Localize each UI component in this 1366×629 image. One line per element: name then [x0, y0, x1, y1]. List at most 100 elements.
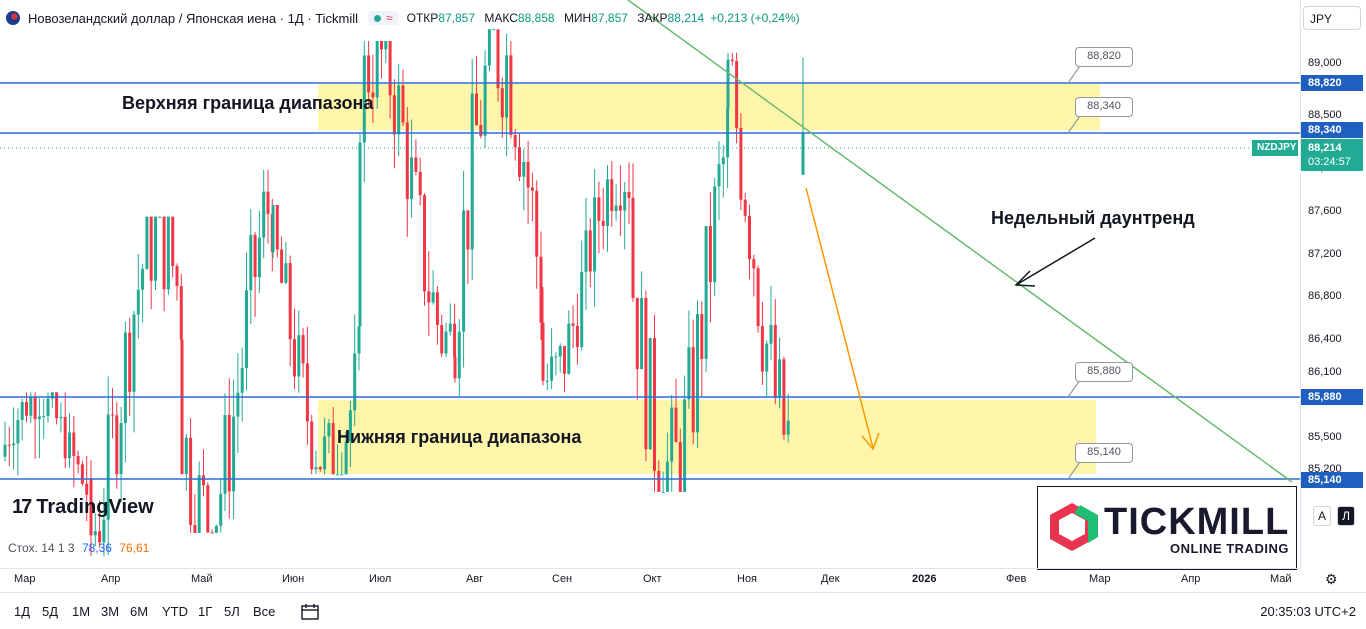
candle-body — [275, 204, 279, 250]
time-tick: Июн — [282, 573, 305, 585]
timeframe-6m[interactable]: 6М — [130, 604, 149, 619]
time-axis[interactable]: Мар Апр Май Июн Июл Авг Сен Окт Ноя Дек … — [0, 568, 1300, 588]
settings-gear-icon[interactable]: ⚙ — [1325, 571, 1338, 587]
candle-body — [500, 88, 504, 118]
candle-body — [301, 335, 305, 364]
candle-body — [635, 298, 639, 370]
currency-selector[interactable]: JPY — [1303, 6, 1361, 30]
candle-body — [166, 216, 170, 290]
candle-body — [219, 493, 223, 526]
high-key: МАКС — [484, 11, 518, 25]
tradingview-logo[interactable]: 17 TradingView — [12, 496, 154, 519]
open-value: 87,857 — [438, 11, 476, 25]
candle-body — [42, 415, 46, 417]
candle-body — [76, 455, 80, 465]
candle-body — [249, 234, 253, 291]
lower-range-label[interactable]: Нижняя граница диапазона — [337, 427, 582, 447]
candle-body — [648, 338, 652, 450]
time-tick: Май — [1270, 573, 1292, 585]
candle-body — [33, 397, 37, 420]
timeframe-ytd[interactable]: YTD — [162, 604, 188, 619]
close-key: ЗАКР — [637, 11, 668, 25]
candle-body — [462, 210, 466, 332]
callout-85140[interactable]: 85,140 — [1075, 443, 1133, 463]
stochastic-label: Стох. 14 1 3 — [8, 541, 75, 555]
high-value: 88,858 — [517, 11, 555, 25]
timeframe-all[interactable]: Все — [253, 604, 276, 619]
stochastic-legend[interactable]: Стох. 14 1 3 78,36 76,61 — [8, 541, 149, 555]
candle-body — [588, 230, 592, 272]
price-tick: 87,600 — [1308, 205, 1342, 217]
candle-body — [145, 216, 149, 269]
candle-body — [314, 467, 318, 470]
price-tick: 88,500 — [1308, 109, 1342, 121]
time-tick: Окт — [643, 573, 662, 585]
candle-body — [236, 392, 240, 417]
candle-body — [297, 335, 301, 377]
price-chart[interactable] — [0, 0, 1300, 568]
candle-body — [123, 332, 127, 424]
downtrend-line[interactable] — [627, 0, 1293, 483]
candle-body — [119, 423, 123, 475]
candle-body — [748, 215, 751, 260]
ohlc-values: ОТКР87,857 МАКС88,858 МИН87,857 ЗАКР88,2… — [407, 11, 711, 25]
current-price-label: 88,214 03:24:57 — [1301, 139, 1363, 171]
candle-body — [661, 491, 665, 493]
utc-clock[interactable]: 20:35:03 UTC+2 — [1260, 604, 1356, 619]
candle-body — [284, 263, 288, 283]
time-tick: 2026 — [912, 573, 937, 585]
level-price-label: 85,140 — [1301, 472, 1363, 488]
callout-88340[interactable]: 88,340 — [1075, 97, 1133, 117]
time-tick: Мар — [14, 573, 36, 585]
projection-arrow-line[interactable] — [805, 187, 874, 449]
candle-body — [487, 29, 491, 66]
callout-88820[interactable]: 88,820 — [1075, 47, 1133, 67]
bar-countdown: 03:24:57 — [1308, 156, 1351, 168]
time-tick: Июл — [369, 573, 392, 585]
candle-body — [3, 444, 7, 457]
level-price-label: 88,340 — [1301, 122, 1363, 138]
timeframe-5d[interactable]: 5Д — [42, 604, 59, 619]
candle-body — [773, 324, 777, 399]
timeframe-1m[interactable]: 1М — [72, 604, 91, 619]
candle-body — [539, 256, 543, 323]
auto-scale-button[interactable]: A — [1313, 506, 1331, 526]
candle-body — [210, 532, 214, 534]
candle-body — [665, 461, 669, 492]
timeframe-3m[interactable]: 3М — [101, 604, 120, 619]
low-value: 87,857 — [591, 11, 628, 25]
candle-body — [344, 441, 348, 475]
callout-85880[interactable]: 85,880 — [1075, 362, 1133, 382]
candle-body — [232, 416, 236, 492]
candle-body — [541, 322, 545, 381]
candle-body — [7, 444, 11, 446]
timeframe-5y[interactable]: 5Л — [224, 604, 240, 619]
time-tick: Сен — [552, 573, 573, 585]
candle-body — [358, 142, 362, 327]
approx-icon: ≈ — [386, 11, 393, 25]
candle-body — [63, 416, 67, 459]
tickmill-logo: TICKMILL ONLINE TRADING — [1037, 486, 1297, 570]
timeframe-1d[interactable]: 1Д — [14, 604, 31, 619]
candle-body — [717, 164, 721, 187]
candle-body — [713, 186, 717, 283]
market-status[interactable]: ≈ — [368, 11, 399, 25]
tradingview-name: TradingView — [36, 496, 154, 518]
symbol-title[interactable]: Новозеландский доллар / Японская иена · … — [28, 10, 359, 26]
candle-body — [657, 470, 661, 492]
lower-range-zone — [318, 400, 1096, 474]
time-tick: Дек — [821, 573, 840, 585]
candle-body — [530, 187, 534, 191]
candle-body — [518, 147, 521, 177]
candle-body — [721, 157, 725, 165]
timeframe-1y[interactable]: 1Г — [198, 604, 213, 619]
trend-pointer-arrow[interactable] — [1015, 237, 1096, 286]
tickmill-mark-icon — [1050, 503, 1098, 551]
upper-range-label[interactable]: Верхняя граница диапазона — [122, 93, 374, 113]
downtrend-label[interactable]: Недельный даунтренд — [991, 208, 1195, 228]
candle-body — [357, 326, 361, 354]
date-range-icon[interactable] — [300, 603, 320, 621]
time-tick: Мар — [1089, 573, 1111, 585]
log-scale-button[interactable]: Л — [1337, 506, 1355, 526]
